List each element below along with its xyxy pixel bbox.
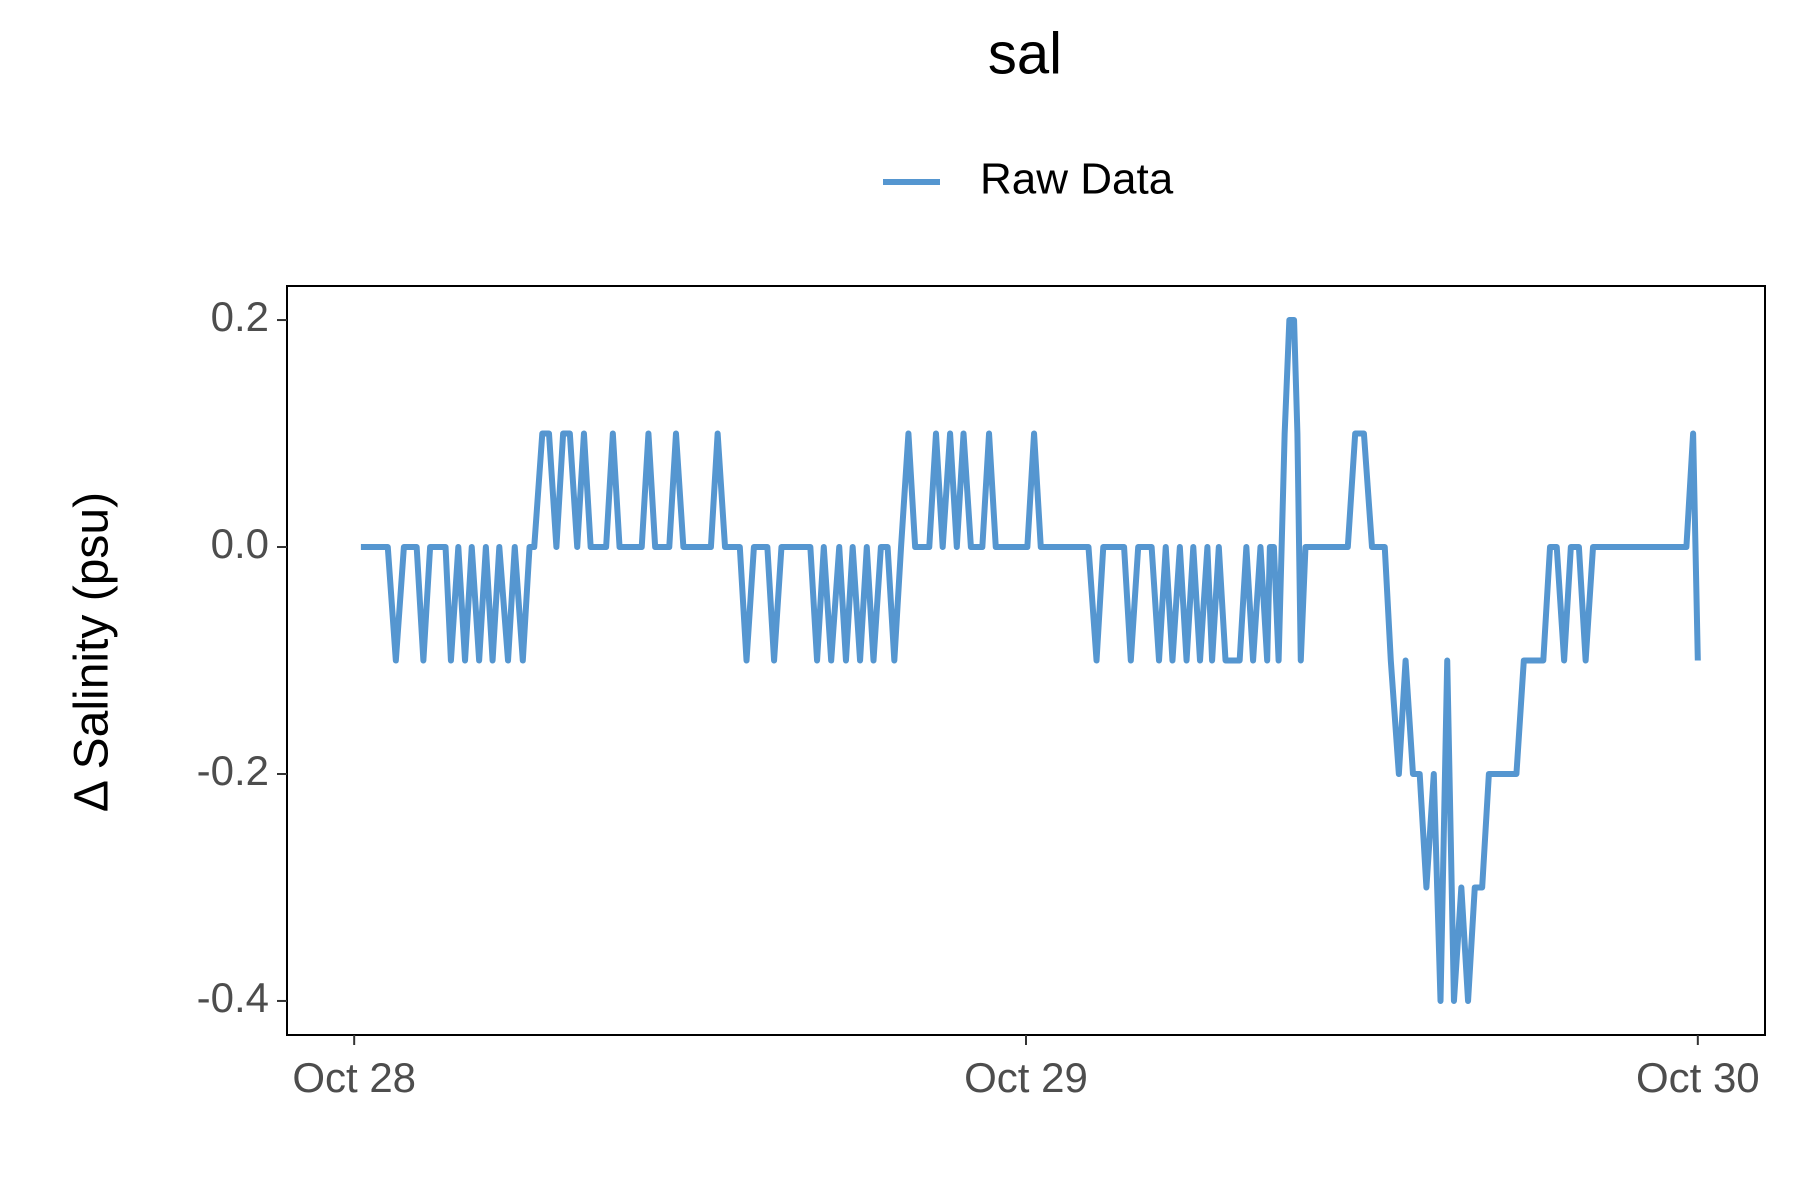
y-axis-label: Δ Salinity (psu) xyxy=(66,492,119,812)
y-tick-label: 0.0 xyxy=(211,520,269,567)
x-tick-label: Oct 28 xyxy=(292,1054,416,1101)
y-tick-label: -0.2 xyxy=(197,747,269,794)
y-tick-label: -0.4 xyxy=(197,974,269,1021)
y-tick-label: 0.2 xyxy=(211,293,269,340)
data-line xyxy=(360,317,1701,1004)
x-tick-label: Oct 30 xyxy=(1636,1054,1760,1101)
x-tick-label: Oct 29 xyxy=(964,1054,1088,1101)
legend-label: Raw Data xyxy=(980,155,1174,204)
chart-title: sal xyxy=(988,21,1062,86)
